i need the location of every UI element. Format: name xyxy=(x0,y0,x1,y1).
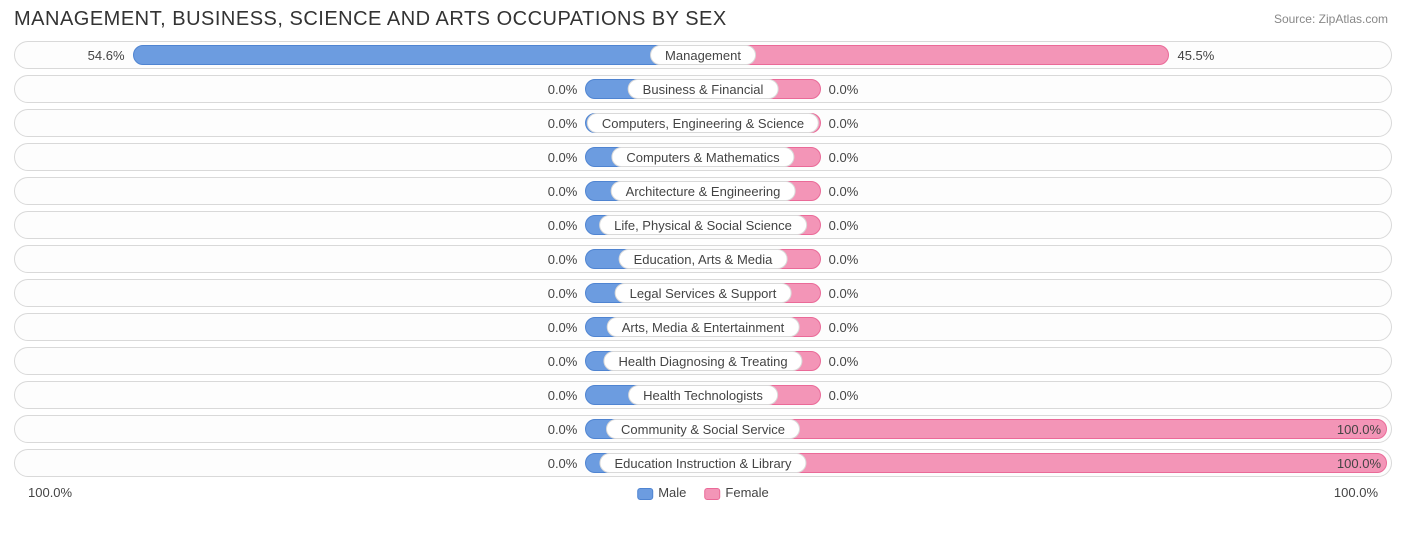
female-pct-label: 0.0% xyxy=(821,283,859,303)
female-pct-label: 0.0% xyxy=(821,79,859,99)
bar-track: Life, Physical & Social Science 0.0% 0.0% xyxy=(19,215,1387,235)
category-label: Business & Financial xyxy=(628,79,779,99)
category-label: Life, Physical & Social Science xyxy=(599,215,807,235)
female-pct-label: 0.0% xyxy=(821,317,859,337)
category-label: Computers & Mathematics xyxy=(611,147,794,167)
legend-female-label: Female xyxy=(725,485,768,500)
male-pct-label: 0.0% xyxy=(548,385,586,405)
chart-legend: Male Female xyxy=(637,485,769,500)
bar-track: Legal Services & Support 0.0% 0.0% xyxy=(19,283,1387,303)
category-label: Education, Arts & Media xyxy=(619,249,788,269)
female-pct-label: 0.0% xyxy=(821,113,859,133)
category-label: Computers, Engineering & Science xyxy=(587,113,819,133)
chart-row: Computers & Mathematics 0.0% 0.0% xyxy=(14,143,1392,171)
chart-row: Business & Financial 0.0% 0.0% xyxy=(14,75,1392,103)
legend-male-label: Male xyxy=(658,485,686,500)
chart-row: Arts, Media & Entertainment 0.0% 0.0% xyxy=(14,313,1392,341)
bar-track: Business & Financial 0.0% 0.0% xyxy=(19,79,1387,99)
chart-axis: 100.0% Male Female 100.0% xyxy=(0,483,1406,500)
male-pct-label: 0.0% xyxy=(548,113,586,133)
category-label: Management xyxy=(650,45,756,65)
category-label: Education Instruction & Library xyxy=(599,453,806,473)
female-pct-label: 0.0% xyxy=(821,147,859,167)
female-pct-label: 0.0% xyxy=(821,249,859,269)
female-swatch-icon xyxy=(704,488,720,500)
female-pct-label: 0.0% xyxy=(821,181,859,201)
chart-row: Management 54.6% 45.5% xyxy=(14,41,1392,69)
category-label: Community & Social Service xyxy=(606,419,800,439)
occupations-by-sex-chart: MANAGEMENT, BUSINESS, SCIENCE AND ARTS O… xyxy=(0,0,1406,559)
bar-track: Computers & Mathematics 0.0% 0.0% xyxy=(19,147,1387,167)
legend-female: Female xyxy=(704,485,768,500)
chart-row: Architecture & Engineering 0.0% 0.0% xyxy=(14,177,1392,205)
bar-track: Community & Social Service 0.0% 100.0% xyxy=(19,419,1387,439)
axis-left-label: 100.0% xyxy=(28,485,72,500)
bar-track: Arts, Media & Entertainment 0.0% 0.0% xyxy=(19,317,1387,337)
female-pct-label: 45.5% xyxy=(1169,45,1214,65)
bar-track: Education Instruction & Library 0.0% 100.0… xyxy=(19,453,1387,473)
male-pct-label: 0.0% xyxy=(548,181,586,201)
female-pct-label: 0.0% xyxy=(821,215,859,235)
female-pct-label: 100.0% xyxy=(1337,419,1381,439)
bar-track: Education, Arts & Media 0.0% 0.0% xyxy=(19,249,1387,269)
chart-row: Health Technologists 0.0% 0.0% xyxy=(14,381,1392,409)
male-pct-label: 0.0% xyxy=(548,351,586,371)
female-bar xyxy=(703,45,1169,65)
male-pct-label: 0.0% xyxy=(548,147,586,167)
male-swatch-icon xyxy=(637,488,653,500)
category-label: Arts, Media & Entertainment xyxy=(607,317,800,337)
male-pct-label: 0.0% xyxy=(548,317,586,337)
chart-row: Community & Social Service 0.0% 100.0% xyxy=(14,415,1392,443)
male-pct-label: 0.0% xyxy=(548,419,586,439)
chart-header: MANAGEMENT, BUSINESS, SCIENCE AND ARTS O… xyxy=(0,0,1406,41)
chart-row: Life, Physical & Social Science 0.0% 0.0% xyxy=(14,211,1392,239)
chart-title: MANAGEMENT, BUSINESS, SCIENCE AND ARTS O… xyxy=(14,8,727,31)
category-label: Health Technologists xyxy=(628,385,778,405)
axis-right-label: 100.0% xyxy=(1334,485,1378,500)
male-pct-label: 0.0% xyxy=(548,215,586,235)
female-pct-label: 0.0% xyxy=(821,351,859,371)
male-pct-label: 0.0% xyxy=(548,249,586,269)
male-pct-label: 0.0% xyxy=(548,79,586,99)
chart-row: Education Instruction & Library 0.0% 100.0… xyxy=(14,449,1392,477)
female-bar xyxy=(703,419,1387,439)
bar-track: Architecture & Engineering 0.0% 0.0% xyxy=(19,181,1387,201)
chart-source: Source: ZipAtlas.com xyxy=(1274,8,1388,26)
male-pct-label: 0.0% xyxy=(548,453,586,473)
male-pct-label: 54.6% xyxy=(88,45,133,65)
bar-track: Health Technologists 0.0% 0.0% xyxy=(19,385,1387,405)
female-pct-label: 0.0% xyxy=(821,385,859,405)
chart-row: Education, Arts & Media 0.0% 0.0% xyxy=(14,245,1392,273)
chart-row: Computers, Engineering & Science0.0% 0.0% xyxy=(14,109,1392,137)
category-label: Health Diagnosing & Treating xyxy=(603,351,802,371)
category-label: Legal Services & Support xyxy=(615,283,792,303)
male-pct-label: 0.0% xyxy=(548,283,586,303)
chart-row: Health Diagnosing & Treating 0.0% 0.0% xyxy=(14,347,1392,375)
chart-row: Legal Services & Support 0.0% 0.0% xyxy=(14,279,1392,307)
category-label: Architecture & Engineering xyxy=(611,181,796,201)
bar-track: Health Diagnosing & Treating 0.0% 0.0% xyxy=(19,351,1387,371)
chart-rows: Management 54.6% 45.5% Business & Financial… xyxy=(0,41,1406,477)
legend-male: Male xyxy=(637,485,686,500)
bar-track: Computers, Engineering & Science0.0% 0.0% xyxy=(19,113,1387,133)
bar-track: Management 54.6% 45.5% xyxy=(19,45,1387,65)
female-pct-label: 100.0% xyxy=(1337,453,1381,473)
male-bar xyxy=(133,45,703,65)
